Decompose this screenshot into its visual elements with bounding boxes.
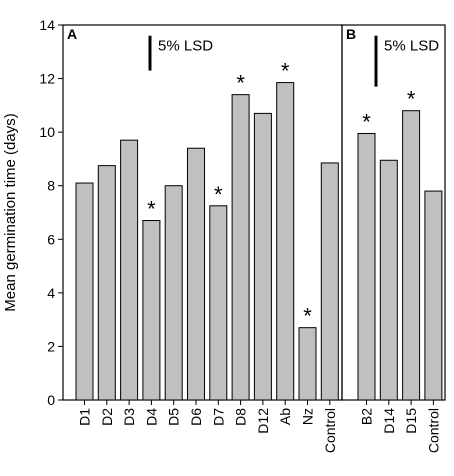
category-label-b2: B2: [359, 408, 375, 425]
y-tick-label: 2: [47, 338, 55, 354]
y-tick-label: 0: [47, 392, 55, 408]
category-label-control: Control: [425, 408, 441, 453]
category-label-d3: D3: [121, 408, 137, 426]
category-label-d2: D2: [99, 408, 115, 426]
significance-star: *: [362, 109, 371, 134]
bar-a-ab: [276, 82, 295, 401]
category-label-d12: D12: [255, 408, 271, 434]
category-label-control: Control: [322, 408, 338, 453]
significance-star: *: [147, 197, 156, 222]
bar-a-d4: [142, 220, 161, 401]
significance-star: *: [236, 71, 245, 96]
bar-a-d8: [231, 94, 250, 401]
y-axis-label: Mean germination time (days): [2, 113, 19, 311]
lsd-label-a: 5% LSD: [158, 38, 213, 55]
category-label-d4: D4: [143, 408, 159, 426]
significance-star: *: [407, 87, 416, 112]
bar-a-nz: [298, 327, 317, 401]
lsd-label-b: 5% LSD: [384, 38, 439, 55]
bar-a-d3: [120, 139, 139, 401]
bar-b-b2: [357, 132, 376, 401]
y-tick-label: 10: [39, 124, 55, 140]
category-label-d14: D14: [381, 408, 397, 434]
bar-b-d14: [379, 159, 398, 401]
category-label-ab: Ab: [277, 408, 293, 425]
panel-label-b: B: [346, 26, 356, 42]
y-tick-label: 4: [47, 285, 55, 301]
bar-a-d12: [253, 112, 272, 401]
category-label-d8: D8: [233, 408, 249, 426]
y-tick-label: 8: [47, 178, 55, 194]
bars: [75, 82, 443, 401]
bar-a-d7: [209, 205, 228, 401]
bar-a-d2: [97, 165, 116, 401]
bar-b-control: [424, 190, 443, 401]
labels: A 5% LSD D1 D2 D3 D4 * D5 D6 D7 * D8 * D12 Ab * Nz * Contr…: [2, 17, 441, 453]
significance-star: *: [281, 59, 290, 84]
category-label-d15: D15: [403, 408, 419, 434]
category-label-d7: D7: [210, 408, 226, 426]
bar-b-d15: [402, 110, 421, 401]
category-label-d5: D5: [166, 408, 182, 426]
category-label-d1: D1: [77, 408, 93, 426]
category-label-nz: Nz: [300, 408, 316, 425]
significance-star: *: [214, 182, 223, 207]
panel-label-a: A: [67, 26, 77, 42]
y-tick-label: 6: [47, 231, 55, 247]
bar-a-d5: [164, 185, 183, 401]
bar-a-d6: [187, 147, 205, 401]
y-tick-label: 12: [39, 71, 55, 87]
y-tick-label: 14: [39, 17, 55, 33]
category-label-d6: D6: [188, 408, 204, 426]
bar-a-d1: [75, 182, 94, 401]
significance-star: *: [303, 304, 312, 329]
bar-a-control: [320, 162, 339, 401]
